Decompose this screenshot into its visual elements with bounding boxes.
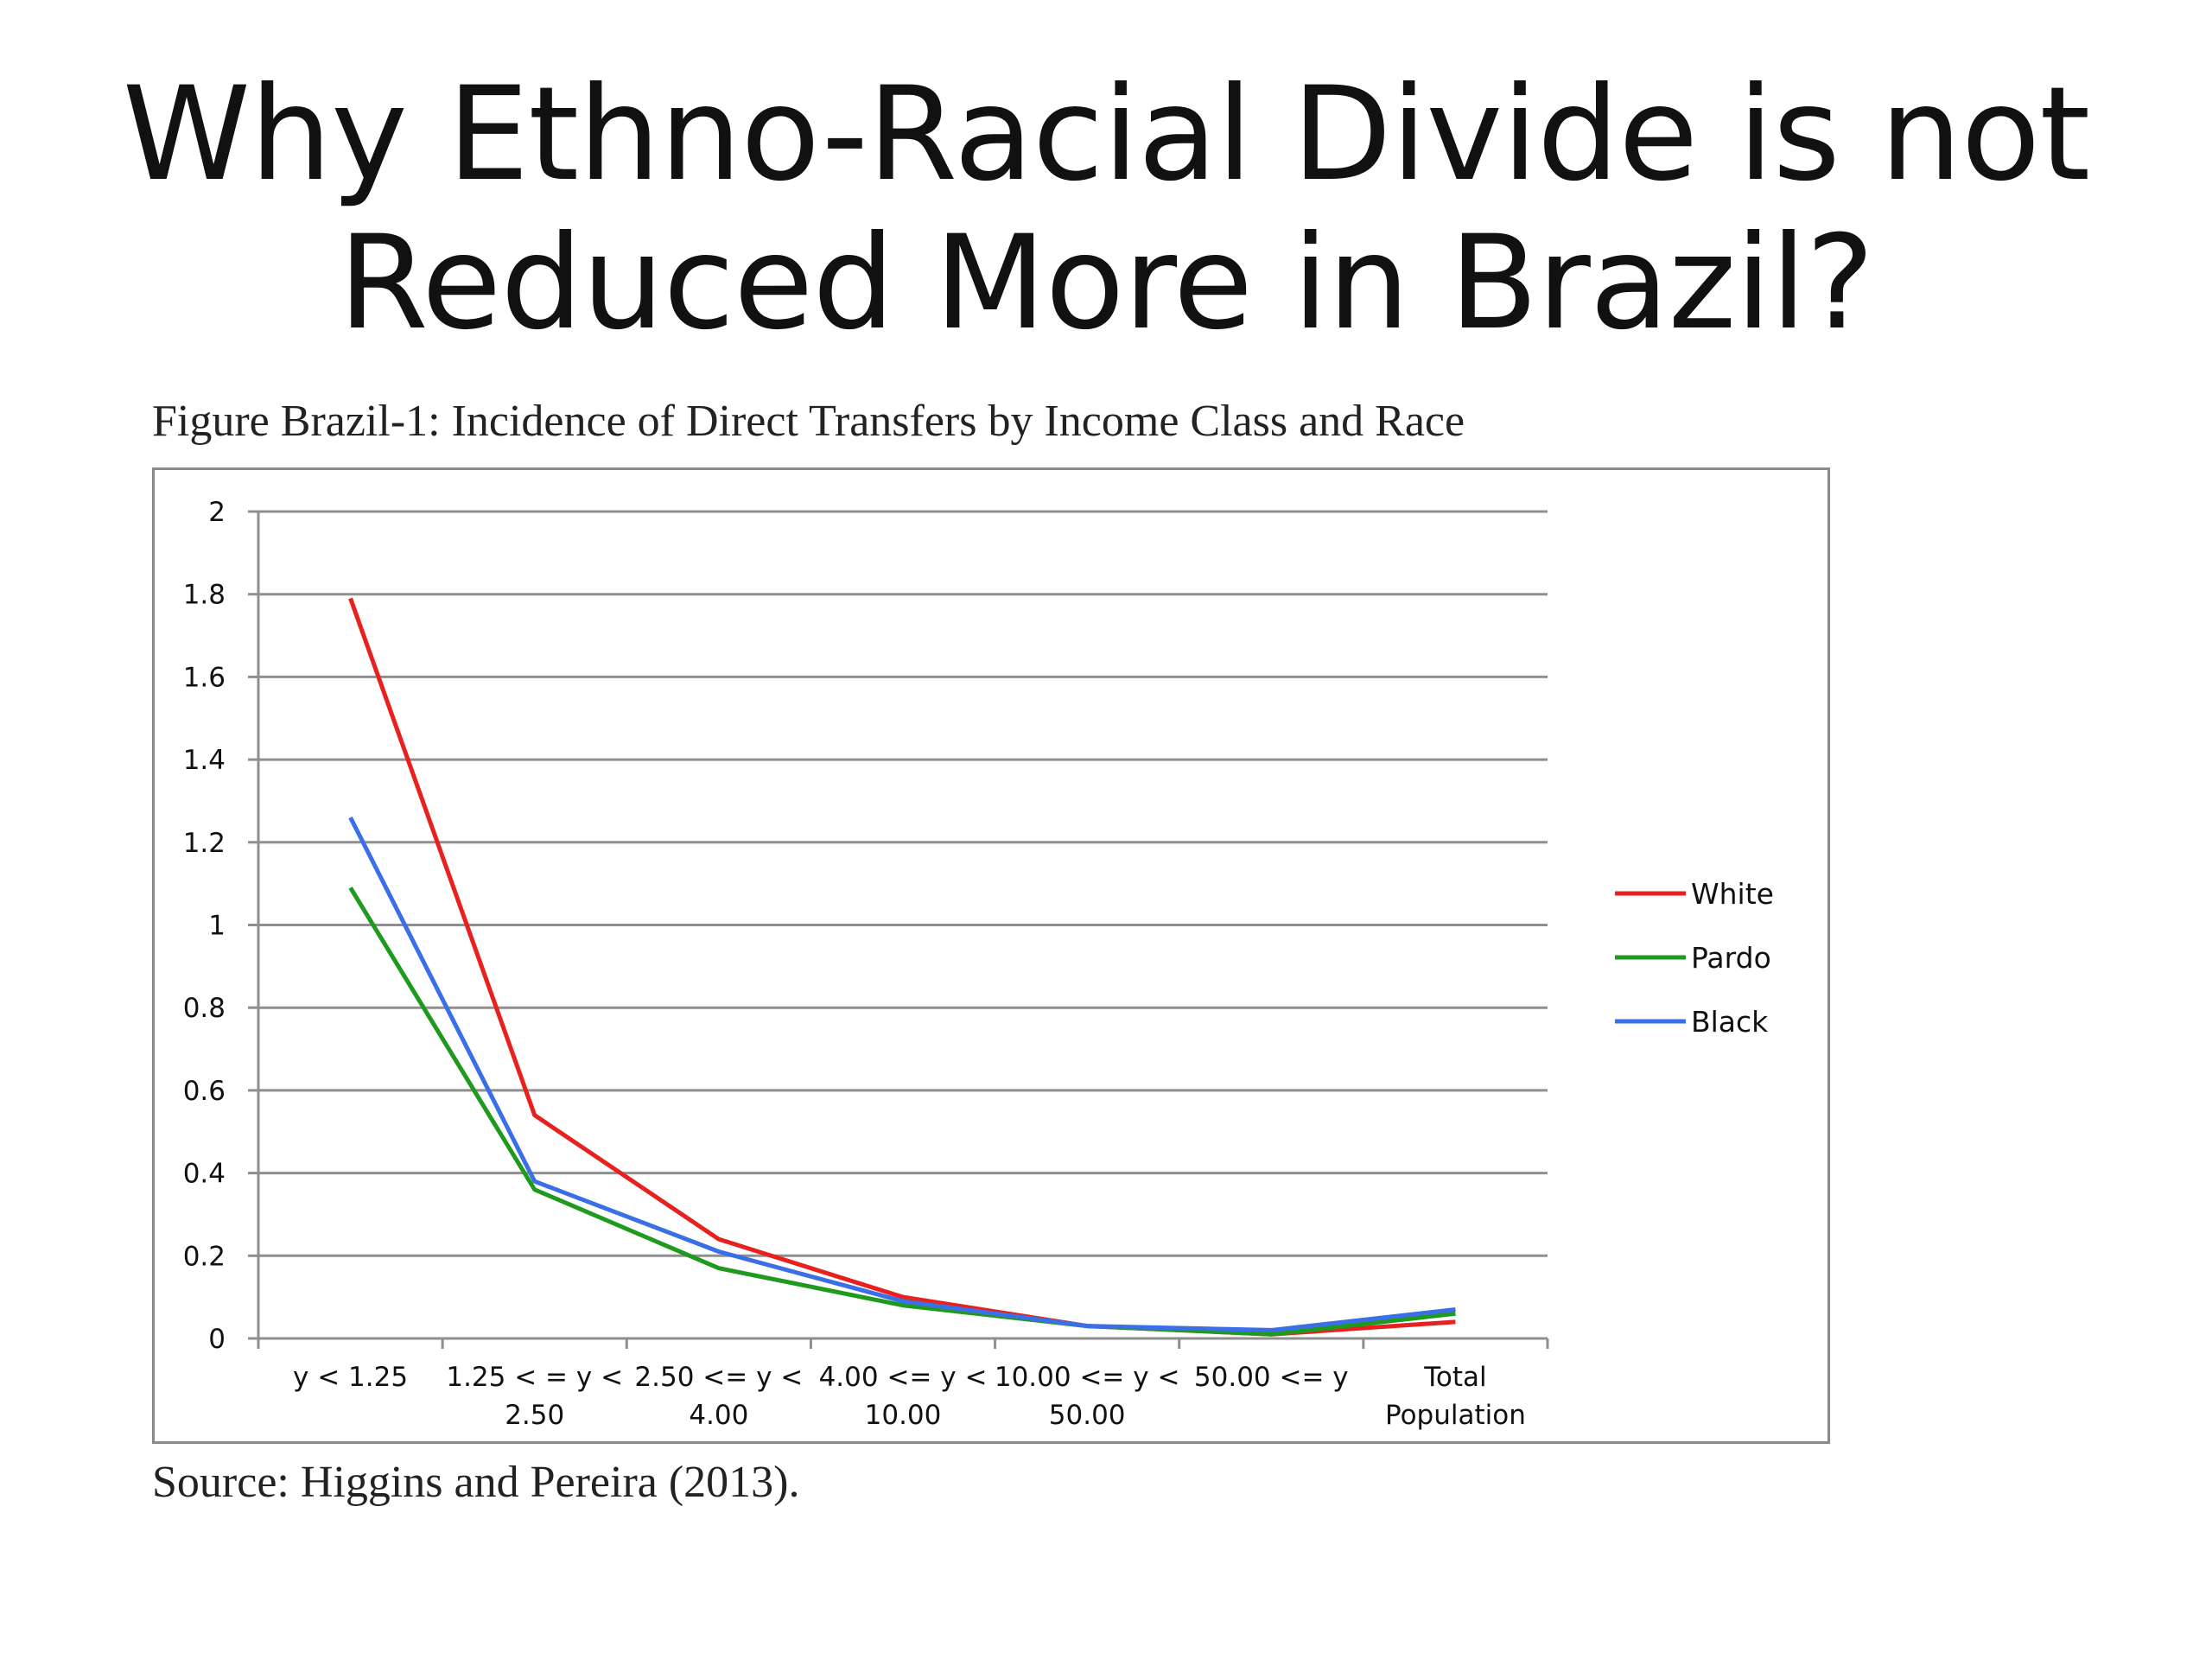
figure-caption: Figure Brazil-1: Incidence of Direct Tra… xyxy=(152,397,1465,446)
y-tick-label: 1 xyxy=(208,911,226,942)
chart-frame: 0 0.2 0.4 0.6 0.8 1 1.2 1.4 1.6 1.8 2 y < 1.25 1.25… xyxy=(152,467,1830,1444)
x-tick-label: 50.00 <= y xyxy=(1194,1362,1349,1393)
y-tick-label: 0.2 xyxy=(183,1241,226,1272)
slide-title: Why Ethno-Racial Divide is not Reduced M… xyxy=(0,60,2212,358)
y-tick-label: 2 xyxy=(208,497,226,528)
x-tick-labels: y < 1.25 1.25 < = y <2.502.50 <= y <4.004… xyxy=(293,1362,1526,1431)
x-tick-label: 2.50 <= y <4.00 xyxy=(634,1362,803,1431)
axes xyxy=(248,510,1549,1349)
series-line-black xyxy=(348,816,1456,1332)
series-line-pardo xyxy=(348,887,1456,1337)
y-tick-label: 0 xyxy=(208,1324,226,1355)
line-chart: 0 0.2 0.4 0.6 0.8 1 1.2 1.4 1.6 1.8 2 y < 1.25 1.25… xyxy=(183,497,1774,1431)
legend-label-white: White xyxy=(1691,877,1774,911)
legend-label-black: Black xyxy=(1691,1005,1769,1039)
x-tick-label: 4.00 <= y <10.00 xyxy=(819,1362,988,1431)
y-tick-label: 1.6 xyxy=(183,662,226,693)
x-tick-label: 1.25 < = y <2.50 xyxy=(446,1362,623,1431)
slide-title-line-2: Reduced More in Brazil? xyxy=(338,208,1875,359)
x-tick-label: 10.00 <= y <50.00 xyxy=(995,1362,1180,1431)
legend-label-pardo: Pardo xyxy=(1691,941,1771,975)
y-tick-label: 0.8 xyxy=(183,993,226,1024)
y-tick-label: 1.4 xyxy=(183,745,226,776)
y-tick-label: 1.8 xyxy=(183,580,226,611)
slide-title-line-1: Why Ethno-Racial Divide is not xyxy=(122,60,2090,210)
legend: White Pardo Black xyxy=(1615,877,1774,1039)
y-tick-label: 0.6 xyxy=(183,1076,226,1107)
x-tick-label: y < 1.25 xyxy=(293,1362,408,1393)
y-tick-labels: 0 0.2 0.4 0.6 0.8 1 1.2 1.4 1.6 1.8 2 xyxy=(183,497,226,1355)
y-tick-label: 1.2 xyxy=(183,828,226,859)
source-note: Source: Higgins and Pereira (2013). xyxy=(152,1458,800,1507)
series-line-white xyxy=(348,597,1456,1337)
series-lines xyxy=(348,597,1456,1337)
y-tick-label: 0.4 xyxy=(183,1159,226,1190)
x-tick-label: Total Population xyxy=(1385,1362,1526,1431)
